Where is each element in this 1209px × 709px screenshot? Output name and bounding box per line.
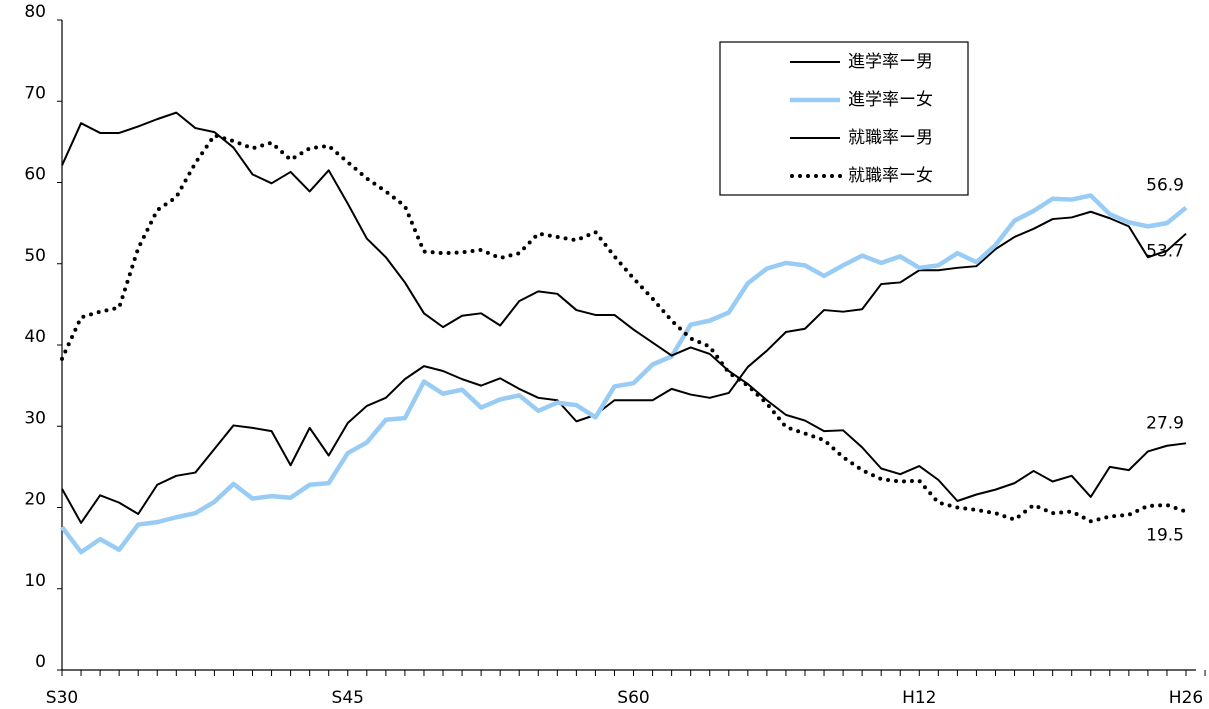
x-tick-label: H26 — [1169, 688, 1203, 708]
legend-label: 進学率ー女 — [848, 90, 933, 110]
data-label: 19.5 — [1146, 526, 1184, 546]
x-tick-label: S30 — [46, 688, 78, 708]
series-line — [60, 193, 1188, 555]
y-tick-label: 40 — [24, 327, 46, 347]
y-tick-label: 80 — [24, 2, 46, 22]
legend-label: 進学率ー男 — [848, 52, 933, 72]
legend-box — [719, 41, 969, 196]
y-tick-label: 60 — [24, 165, 46, 185]
y-tick-label: 20 — [24, 490, 46, 510]
series-line — [60, 133, 1188, 524]
y-tick-label: 10 — [24, 571, 46, 591]
data-label: 27.9 — [1146, 413, 1184, 433]
legend-label: 就職率ー男 — [848, 128, 933, 148]
x-tick-label: H12 — [902, 688, 936, 708]
y-tick-label: 50 — [24, 246, 46, 266]
series-line — [61, 111, 1187, 502]
y-tick-label: 0 — [35, 652, 46, 672]
x-tick-label: S45 — [332, 688, 364, 708]
data-label: 56.9 — [1146, 176, 1184, 196]
series-line — [61, 210, 1187, 524]
legend-label: 就職率ー女 — [848, 166, 933, 186]
y-tick-label: 70 — [24, 83, 46, 103]
x-tick-label: S60 — [617, 688, 649, 708]
data-label: 53.7 — [1146, 242, 1184, 262]
y-tick-label: 30 — [24, 408, 46, 428]
